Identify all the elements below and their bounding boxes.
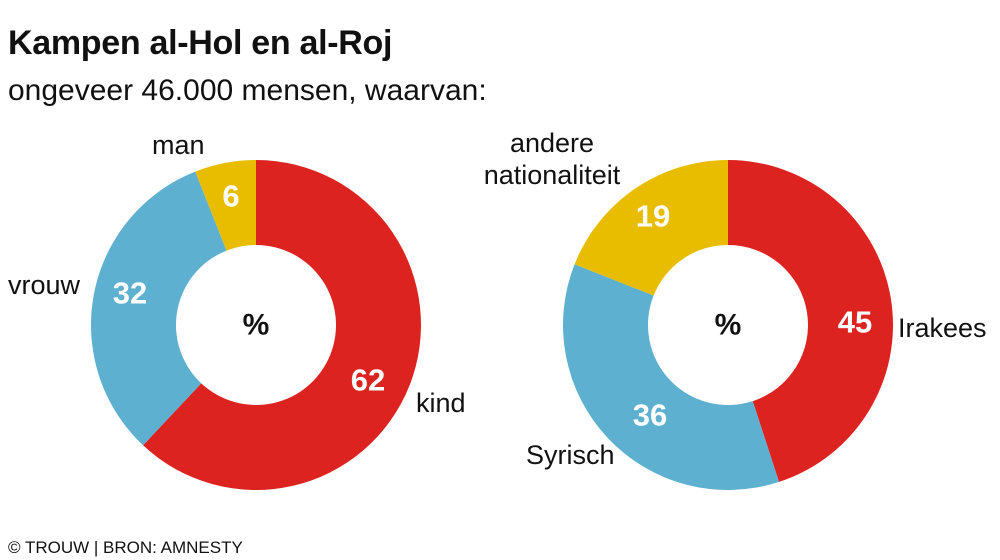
chart-title: Kampen al-Hol en al-Roj xyxy=(8,24,393,62)
donut-slice-irakees xyxy=(728,160,893,482)
donut-slice-andere-nationaliteit xyxy=(574,160,728,296)
value-label: 45 xyxy=(838,305,872,340)
category-label: kind xyxy=(416,388,466,418)
category-label: Syrisch xyxy=(526,440,615,470)
donut-slice-kind xyxy=(143,160,422,491)
center-label: % xyxy=(715,309,742,342)
category-label: man xyxy=(152,130,205,160)
donut-chart-demographics: 62 32 6% kind vrouw man xyxy=(8,130,466,491)
donut-slice-syrisch xyxy=(563,264,779,490)
category-label: Irakees xyxy=(898,313,987,343)
donut-slice-man xyxy=(195,160,256,251)
value-label: 32 xyxy=(113,276,147,311)
category-label: vrouw xyxy=(8,270,81,300)
value-label: 6 xyxy=(222,179,239,214)
value-label: 36 xyxy=(633,398,667,433)
donut-slice-vrouw xyxy=(90,171,227,446)
source-credit: © TROUW | BRON: AMNESTY xyxy=(8,538,243,557)
value-label: 62 xyxy=(351,363,385,398)
donut-chart-nationality: 45 36 19% Irakees Syrisch andere nationaliteit xyxy=(484,128,987,490)
category-label: andere nationaliteit xyxy=(484,128,621,190)
chart-subtitle: ongeveer 46.000 mensen, waarvan: xyxy=(8,74,487,107)
center-label: % xyxy=(243,309,270,342)
value-label: 19 xyxy=(636,199,670,234)
